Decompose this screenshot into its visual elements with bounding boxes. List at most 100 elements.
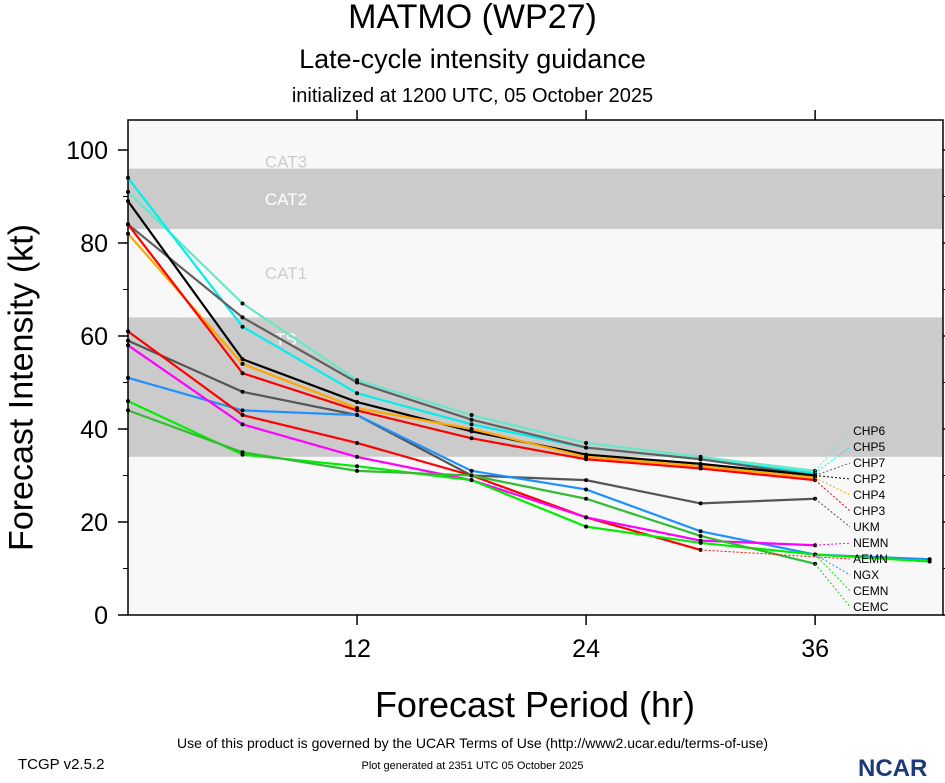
label-leader-cemn — [814, 554, 851, 592]
data-point-cemc — [469, 473, 474, 478]
data-point-aemn — [240, 413, 245, 418]
data-point-chp4 — [469, 427, 474, 431]
data-point-ukm — [240, 389, 245, 394]
x-tick-label: 12 — [343, 635, 371, 663]
data-point-chp2 — [355, 400, 360, 405]
series-label-chp7: CHP7 — [853, 456, 885, 470]
data-point-ngx — [355, 413, 360, 418]
data-point-nemn — [240, 422, 245, 427]
data-point-ukm — [126, 338, 130, 343]
init-time: initialized at 1200 UTC, 05 October 2025 — [291, 85, 654, 107]
series-label-chp2: CHP2 — [853, 472, 885, 486]
series-label-ngx: NGX — [853, 568, 879, 582]
data-point-chp7 — [584, 445, 589, 450]
data-point-cemn — [126, 399, 130, 404]
data-point-chp5 — [126, 175, 130, 180]
data-point-chp7 — [469, 417, 474, 422]
data-point-chp3 — [240, 371, 245, 376]
data-point-chp3 — [698, 466, 703, 471]
plot-frame — [127, 119, 944, 616]
data-point-chp2 — [240, 357, 245, 362]
series-label-chp3: CHP3 — [853, 504, 885, 518]
band-cat1 — [128, 229, 943, 318]
data-point-chp2 — [126, 199, 130, 204]
data-point-chp6 — [584, 440, 589, 445]
data-point-ngx — [584, 487, 589, 492]
label-leader-ukm — [814, 498, 851, 528]
series-label-chp5: CHP5 — [853, 440, 885, 454]
x-tick-label: 36 — [801, 635, 829, 663]
data-point-cemc — [240, 450, 245, 455]
x-tick-label: 24 — [572, 635, 600, 663]
label-leader-ngx — [814, 554, 851, 576]
data-point-aemn — [355, 440, 360, 445]
label-leader-aemn — [700, 549, 851, 560]
data-point-nemn — [355, 454, 360, 459]
band-below-ts — [128, 456, 943, 615]
series-line-aemn — [127, 330, 701, 551]
y-tick-label: 20 — [80, 509, 108, 537]
data-point-cemn — [355, 464, 360, 469]
series-line-cemn — [127, 400, 930, 563]
series-label-chp4: CHP4 — [853, 488, 885, 502]
data-point-cemn — [469, 478, 474, 483]
data-point-chp3 — [469, 436, 474, 441]
data-point-chp7 — [240, 315, 245, 320]
y-tick-label: 60 — [80, 323, 108, 351]
label-leader-nemn — [815, 542, 851, 546]
data-point-ngx — [469, 468, 474, 473]
data-point-ukm — [584, 478, 589, 483]
y-tick-label: 80 — [80, 230, 108, 258]
chart-title: MATMO (WP27) — [348, 0, 597, 36]
data-point-chp3 — [584, 457, 589, 462]
data-point-chp5 — [355, 391, 360, 396]
data-point-chp3 — [355, 408, 360, 413]
series-label-cemc: CEMC — [853, 600, 889, 614]
data-point-chp3 — [126, 222, 130, 227]
generated-text: Plot generated at 2351 UTC 05 October 20… — [361, 760, 584, 772]
data-point-chp7 — [698, 457, 703, 462]
band-cat3 — [128, 120, 943, 169]
data-point-cemn — [698, 540, 703, 545]
data-point-cemc — [698, 533, 703, 538]
data-point-cemn — [927, 559, 932, 564]
band-ts — [128, 317, 943, 457]
y-tick-label: 0 — [94, 602, 108, 630]
ncar-logo: NCAR — [858, 755, 928, 782]
y-tick-label: 100 — [66, 137, 108, 165]
band-label: CAT1 — [265, 264, 307, 283]
series-label-ukm: UKM — [853, 520, 880, 534]
data-point-ukm — [698, 501, 703, 506]
band-cat2 — [128, 168, 943, 230]
band-label: CAT3 — [265, 153, 307, 172]
data-point-chp4 — [126, 231, 130, 236]
label-leader-cemc — [814, 563, 851, 608]
data-point-chp6 — [469, 413, 474, 418]
chart-subtitle: Late-cycle intensity guidance — [299, 44, 646, 74]
data-point-chp7 — [355, 380, 360, 385]
terms-text: Use of this product is governed by the U… — [176, 735, 769, 751]
data-point-chp4 — [240, 361, 245, 366]
version-text: TCGP v2.5.2 — [18, 756, 105, 773]
series-line-ngx — [127, 376, 930, 561]
series-label-aemn: AEMN — [853, 552, 888, 566]
series-label-nemn: NEMN — [853, 536, 888, 550]
data-point-cemn — [584, 524, 589, 529]
data-point-chp5 — [469, 422, 474, 427]
data-point-ngx — [698, 529, 703, 534]
series-label-cemn: CEMN — [853, 584, 888, 598]
data-point-chp5 — [240, 324, 245, 329]
data-point-nemn — [584, 515, 589, 520]
x-axis-label: Forecast Period (hr) — [374, 684, 696, 725]
data-point-cemc — [584, 496, 589, 501]
band-label: CAT2 — [265, 190, 307, 209]
data-point-cemc — [355, 468, 360, 473]
label-leader-chp5 — [814, 446, 851, 474]
data-point-ngx — [240, 408, 245, 413]
series-label-chp6: CHP6 — [853, 424, 885, 438]
y-tick-label: 40 — [80, 416, 108, 444]
data-point-ngx — [126, 375, 130, 380]
label-leader-chp6 — [814, 430, 851, 472]
label-leader-chp4 — [814, 477, 851, 496]
